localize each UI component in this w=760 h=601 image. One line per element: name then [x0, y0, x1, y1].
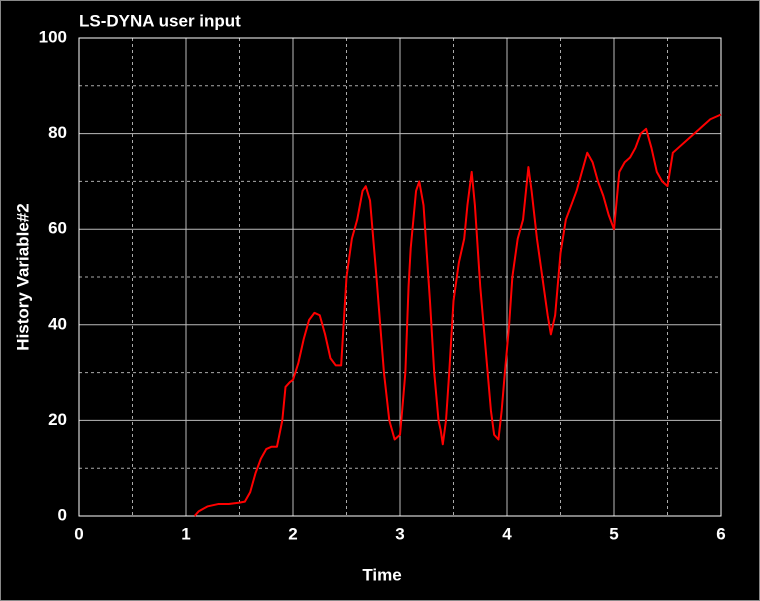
x-tick-label: 0 — [74, 524, 83, 543]
y-axis-label: History Variable#2 — [13, 203, 32, 350]
y-tick-label: 60 — [48, 219, 67, 238]
y-tick-label: 20 — [48, 410, 67, 429]
x-tick-label: 1 — [181, 524, 190, 543]
y-tick-label: 80 — [48, 123, 67, 142]
y-tick-label: 100 — [39, 27, 67, 46]
y-tick-label: 0 — [58, 505, 67, 524]
x-tick-label: 2 — [288, 524, 297, 543]
x-tick-label: 3 — [395, 524, 404, 543]
x-tick-label: 4 — [502, 524, 512, 543]
x-axis-label: Time — [362, 565, 401, 584]
y-tick-label: 40 — [48, 314, 67, 333]
x-tick-label: 6 — [716, 524, 725, 543]
plot-border — [78, 37, 722, 517]
chart-title: LS-DYNA user input — [79, 11, 241, 30]
data-line — [193, 113, 722, 517]
x-tick-label: 5 — [609, 524, 618, 543]
